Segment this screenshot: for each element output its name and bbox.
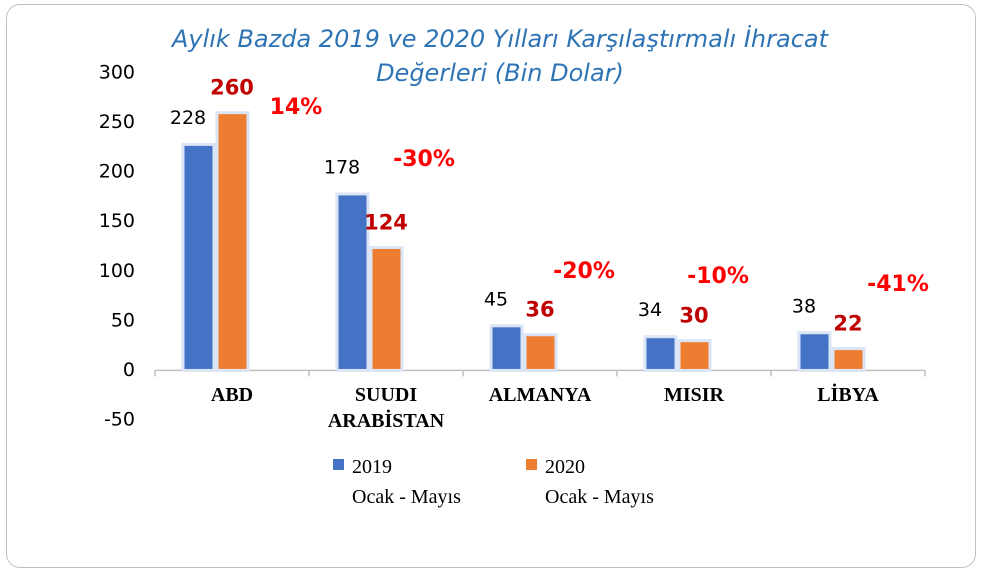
chart-frame [6, 4, 976, 568]
annotation: -20% [553, 259, 615, 284]
data-label: 36 [525, 298, 554, 322]
x-tick-label: ALMANYA [488, 384, 592, 406]
y-tick-label: 200 [99, 161, 135, 183]
x-tick-label: SUUDI ARABİSTAN [327, 384, 445, 432]
data-label: 260 [210, 76, 254, 100]
data-label: 22 [833, 312, 862, 336]
data-label: 124 [364, 210, 408, 234]
x-tick-label: LİBYA [817, 384, 879, 406]
bar [523, 333, 558, 372]
legend-label: 2020 Ocak - Mayıs [545, 456, 654, 508]
annotation: -30% [393, 147, 455, 172]
bar [215, 111, 250, 372]
bar [335, 192, 370, 372]
legend-swatch [526, 459, 537, 470]
y-tick-label: 150 [99, 210, 135, 232]
bar [831, 347, 866, 372]
data-label: 45 [484, 288, 508, 310]
y-tick-label: 0 [123, 359, 135, 381]
data-label: 38 [792, 295, 816, 317]
bar [797, 331, 832, 372]
annotation: -10% [687, 264, 749, 289]
y-tick-label: 100 [99, 260, 135, 282]
bar [181, 142, 216, 372]
data-label: 228 [170, 107, 206, 129]
bar [489, 324, 524, 372]
legend-swatch [333, 459, 344, 470]
x-tick-label: MISIR [663, 384, 724, 406]
bar [369, 245, 404, 372]
y-tick-label: -50 [104, 409, 135, 431]
annotation: 14% [270, 95, 323, 120]
data-label: 34 [638, 299, 662, 321]
y-tick-label: 300 [99, 62, 135, 84]
data-label: 178 [324, 156, 360, 178]
bar [643, 335, 678, 372]
y-tick-label: 250 [99, 111, 135, 133]
data-label: 30 [679, 304, 708, 328]
x-tick-label: ABD [210, 384, 254, 406]
chart-title: Aylık Bazda 2019 ve 2020 Yılları Karşıla… [171, 25, 829, 87]
legend-label: 2019 Ocak - Mayıs [352, 456, 461, 508]
annotation: -41% [867, 272, 929, 297]
bar [677, 339, 712, 372]
y-tick-label: 50 [111, 309, 135, 331]
